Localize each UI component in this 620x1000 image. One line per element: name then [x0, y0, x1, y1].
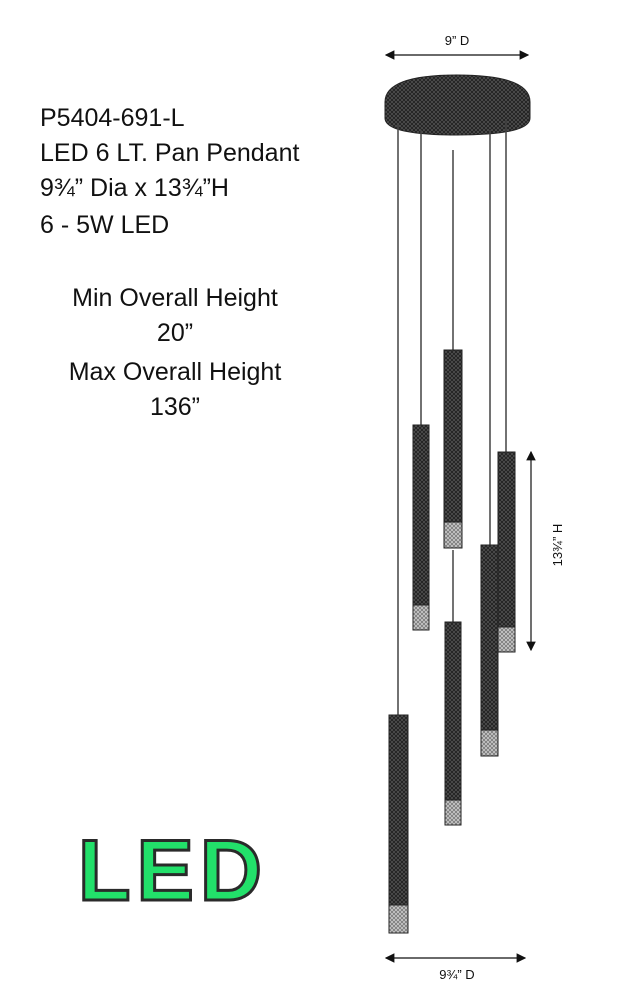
cords [397, 120, 507, 715]
lamps: 6 - 5W LED [40, 211, 170, 239]
model: P5404-691-L [40, 104, 185, 132]
max-height-label: Max Overall Height [68, 358, 282, 386]
fixture-height: 13¾” H [550, 524, 565, 567]
pendants [388, 349, 516, 934]
min-height-value: 20” [156, 319, 194, 347]
max-height-value: 136” [149, 393, 201, 421]
product-name: LED 6 LT. Pan Pendant [40, 139, 300, 167]
led-badge: LED [77, 823, 268, 919]
min-height-label: Min Overall Height [72, 284, 278, 312]
canopy [384, 74, 531, 136]
canopy-width: 9” D [445, 33, 470, 48]
fixture-width: 9¾” D [439, 967, 474, 982]
size: 9¾” Dia x 13¾”H [40, 174, 229, 202]
